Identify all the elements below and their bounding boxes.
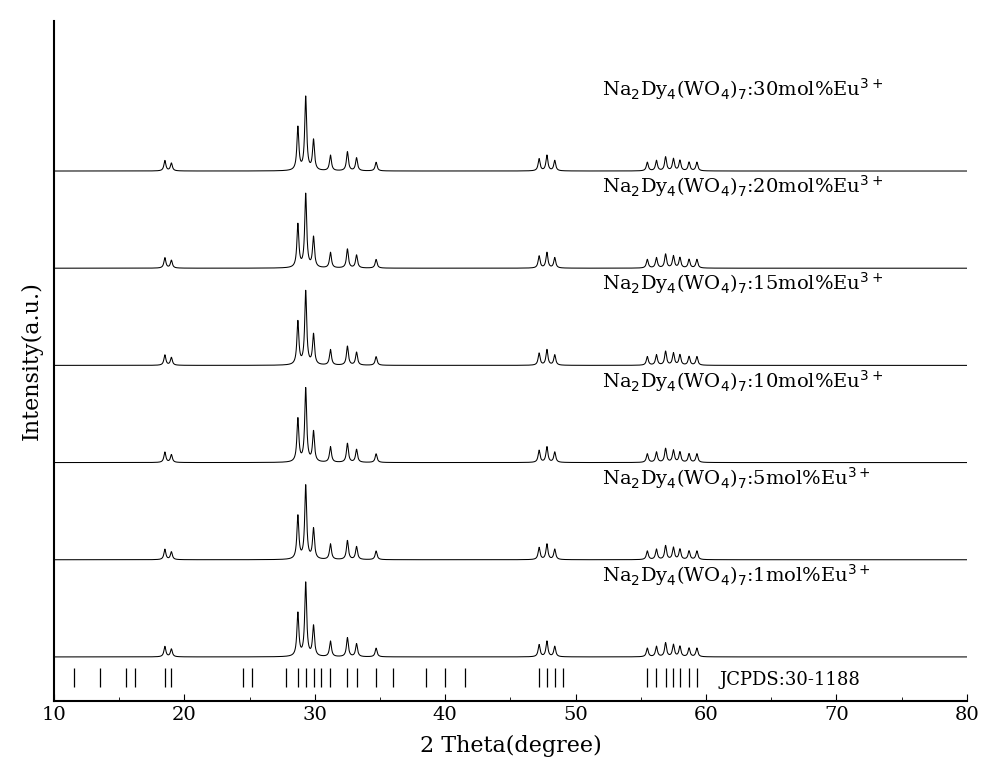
Text: Na$_2$Dy$_4$(WO$_4$)$_7$:20mol%Eu$^{3+}$: Na$_2$Dy$_4$(WO$_4$)$_7$:20mol%Eu$^{3+}$: [602, 173, 883, 199]
Text: Na$_2$Dy$_4$(WO$_4$)$_7$:5mol%Eu$^{3+}$: Na$_2$Dy$_4$(WO$_4$)$_7$:5mol%Eu$^{3+}$: [602, 465, 870, 491]
Y-axis label: Intensity(a.u.): Intensity(a.u.): [21, 282, 43, 440]
Text: Na$_2$Dy$_4$(WO$_4$)$_7$:30mol%Eu$^{3+}$: Na$_2$Dy$_4$(WO$_4$)$_7$:30mol%Eu$^{3+}$: [602, 76, 883, 102]
Text: Na$_2$Dy$_4$(WO$_4$)$_7$:10mol%Eu$^{3+}$: Na$_2$Dy$_4$(WO$_4$)$_7$:10mol%Eu$^{3+}$: [602, 368, 883, 394]
Text: Na$_2$Dy$_4$(WO$_4$)$_7$:15mol%Eu$^{3+}$: Na$_2$Dy$_4$(WO$_4$)$_7$:15mol%Eu$^{3+}$: [602, 271, 883, 296]
Text: Na$_2$Dy$_4$(WO$_4$)$_7$:1mol%Eu$^{3+}$: Na$_2$Dy$_4$(WO$_4$)$_7$:1mol%Eu$^{3+}$: [602, 562, 870, 588]
Text: JCPDS:30-1188: JCPDS:30-1188: [719, 671, 860, 689]
X-axis label: 2 Theta(degree): 2 Theta(degree): [420, 735, 601, 757]
